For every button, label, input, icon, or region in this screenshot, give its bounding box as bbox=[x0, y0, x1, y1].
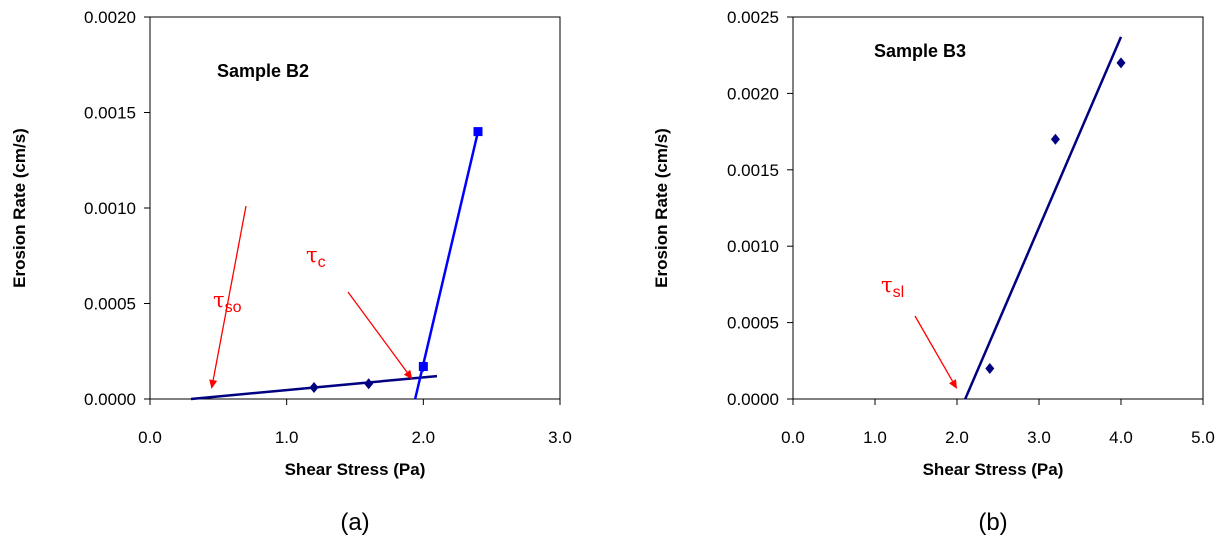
data-point-diamond bbox=[985, 362, 995, 374]
y-tick-label: 0.0005 bbox=[84, 295, 136, 314]
y-tick-label: 0.0005 bbox=[727, 314, 779, 333]
tau-so-subscript: so bbox=[225, 299, 242, 316]
x-tick-label: 1.0 bbox=[863, 428, 887, 447]
tau-sl-subscript: sl bbox=[893, 284, 905, 301]
x-tick-label: 4.0 bbox=[1109, 428, 1133, 447]
data-point-diamond bbox=[1116, 57, 1126, 69]
x-tick-label: 0.0 bbox=[781, 428, 805, 447]
tau-c-subscript: c bbox=[318, 254, 326, 271]
chart-a-title: Sample B2 bbox=[217, 61, 309, 81]
annotation-arrow bbox=[347, 291, 408, 373]
y-tick-label: 0.0015 bbox=[727, 161, 779, 180]
data-point-square bbox=[418, 362, 428, 372]
x-tick-label: 5.0 bbox=[1191, 428, 1215, 447]
chart-b-caption: (b) bbox=[978, 509, 1007, 536]
chart-b-x-axis-label: Shear Stress (Pa) bbox=[923, 460, 1064, 479]
chart-a: Sample B2 Shear Stress (Pa) Erosion Rate… bbox=[10, 8, 572, 536]
chart-a-caption: (a) bbox=[340, 509, 369, 536]
data-point-square bbox=[473, 127, 483, 137]
y-tick-label: 0.0025 bbox=[727, 8, 779, 27]
tau-so-label: τso bbox=[213, 288, 242, 316]
tau-c-label: τc bbox=[306, 243, 326, 271]
chart-b: Sample B3 Shear Stress (Pa) Erosion Rate… bbox=[652, 8, 1215, 536]
annotation-arrowhead bbox=[209, 379, 218, 389]
trend-line bbox=[413, 131, 480, 400]
tau-sl-symbol: τ bbox=[881, 273, 893, 297]
y-tick-label: 0.0000 bbox=[84, 390, 136, 409]
trend-line bbox=[964, 36, 1123, 400]
y-tick-label: 0.0020 bbox=[727, 84, 779, 103]
tau-sl-label: τsl bbox=[881, 273, 904, 301]
x-tick-label: 2.0 bbox=[412, 428, 436, 447]
plot-area-a bbox=[149, 16, 561, 400]
chart-a-y-axis-label: Erosion Rate (cm/s) bbox=[10, 128, 29, 288]
y-tick-label: 0.0020 bbox=[84, 8, 136, 27]
y-tick-label: 0.0010 bbox=[727, 237, 779, 256]
x-tick-label: 3.0 bbox=[1027, 428, 1051, 447]
x-tick-label: 3.0 bbox=[548, 428, 572, 447]
annotation-arrow bbox=[914, 315, 954, 382]
annotation-arrowhead bbox=[403, 369, 413, 380]
y-tick-label: 0.0015 bbox=[84, 104, 136, 123]
tau-c-symbol: τ bbox=[306, 243, 318, 267]
y-tick-label: 0.0010 bbox=[84, 199, 136, 218]
data-point-diamond bbox=[309, 382, 319, 394]
data-point-diamond bbox=[1050, 133, 1060, 145]
x-tick-label: 0.0 bbox=[138, 428, 162, 447]
data-point-diamond bbox=[364, 378, 374, 390]
chart-a-x-axis-label: Shear Stress (Pa) bbox=[285, 460, 426, 479]
annotation-arrow bbox=[212, 205, 247, 381]
x-tick-label: 1.0 bbox=[275, 428, 299, 447]
chart-b-y-axis-label: Erosion Rate (cm/s) bbox=[652, 128, 671, 288]
x-tick-label: 2.0 bbox=[945, 428, 969, 447]
plot-area-b bbox=[792, 16, 1204, 400]
y-tick-label: 0.0000 bbox=[727, 390, 779, 409]
annotation-arrowhead bbox=[949, 379, 957, 389]
chart-b-title: Sample B3 bbox=[874, 41, 966, 61]
tau-so-symbol: τ bbox=[213, 288, 225, 312]
